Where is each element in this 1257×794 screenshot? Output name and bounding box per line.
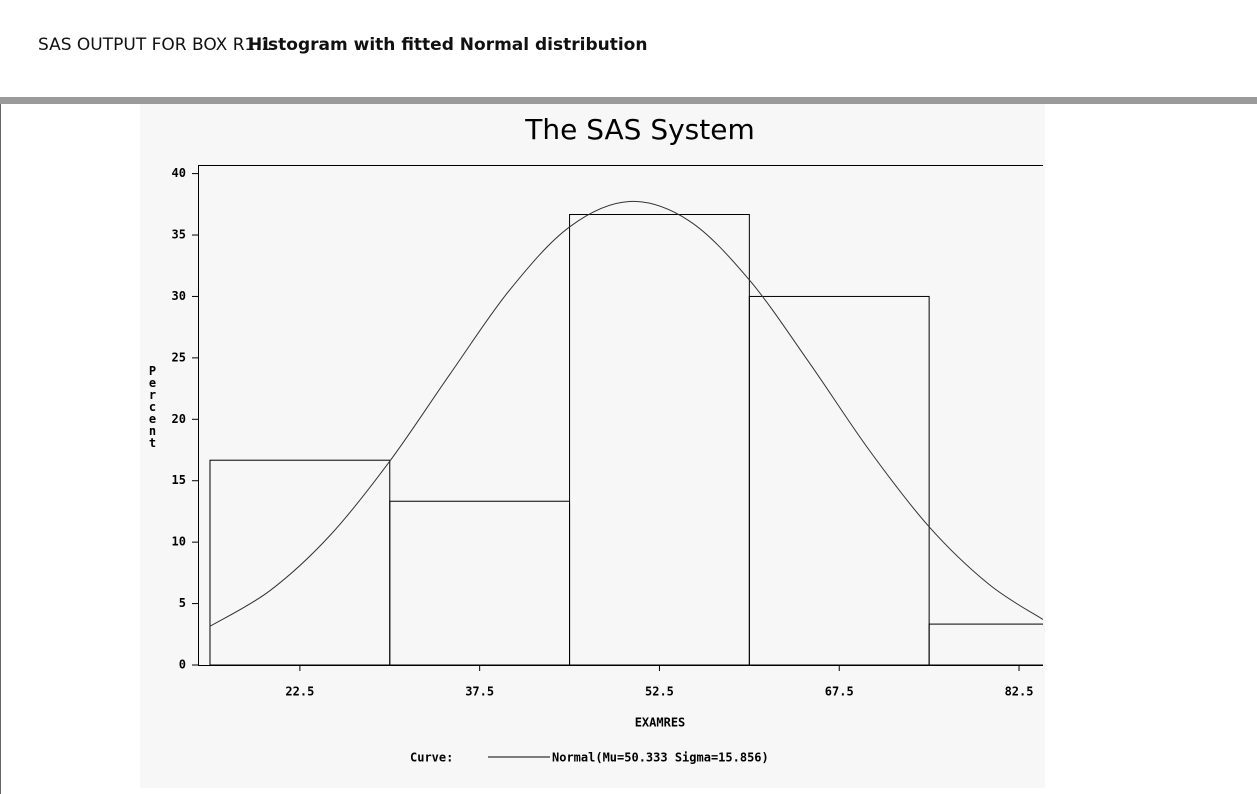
header-rule — [0, 97, 1257, 104]
y-tick-label: 30 — [172, 289, 186, 303]
y-tick-label: 10 — [172, 535, 186, 549]
legend-label: Normal(Mu=50.333 Sigma=15.856) — [552, 751, 769, 765]
y-tick-label: 35 — [172, 228, 186, 242]
y-axis-label: Percent — [146, 364, 160, 448]
y-tick-label: 20 — [172, 412, 186, 426]
x-axis-label: EXAMRES — [635, 716, 686, 730]
y-tick-label: 25 — [172, 350, 186, 364]
x-tick-label: 82.5 — [1005, 685, 1034, 699]
y-tick-label: 0 — [179, 658, 186, 672]
header-label: SAS OUTPUT FOR BOX R1.1 — [38, 35, 272, 55]
y-tick-label: 5 — [179, 596, 186, 610]
bar — [748, 295, 930, 665]
x-tick-label: 67.5 — [825, 685, 854, 699]
fitted-curve — [209, 200, 1043, 627]
header-title: Histogram with fitted Normal distributio… — [248, 35, 647, 55]
chart-panel — [140, 104, 1045, 788]
x-tick-label: 37.5 — [465, 685, 494, 699]
chart-title: The SAS System — [524, 113, 755, 146]
x-tick-label: 52.5 — [645, 685, 674, 699]
x-tick-label: 22.5 — [285, 685, 314, 699]
legend-title: Curve: — [410, 751, 453, 765]
y-tick-label: 15 — [172, 473, 186, 487]
y-tick-label: 40 — [172, 166, 186, 180]
